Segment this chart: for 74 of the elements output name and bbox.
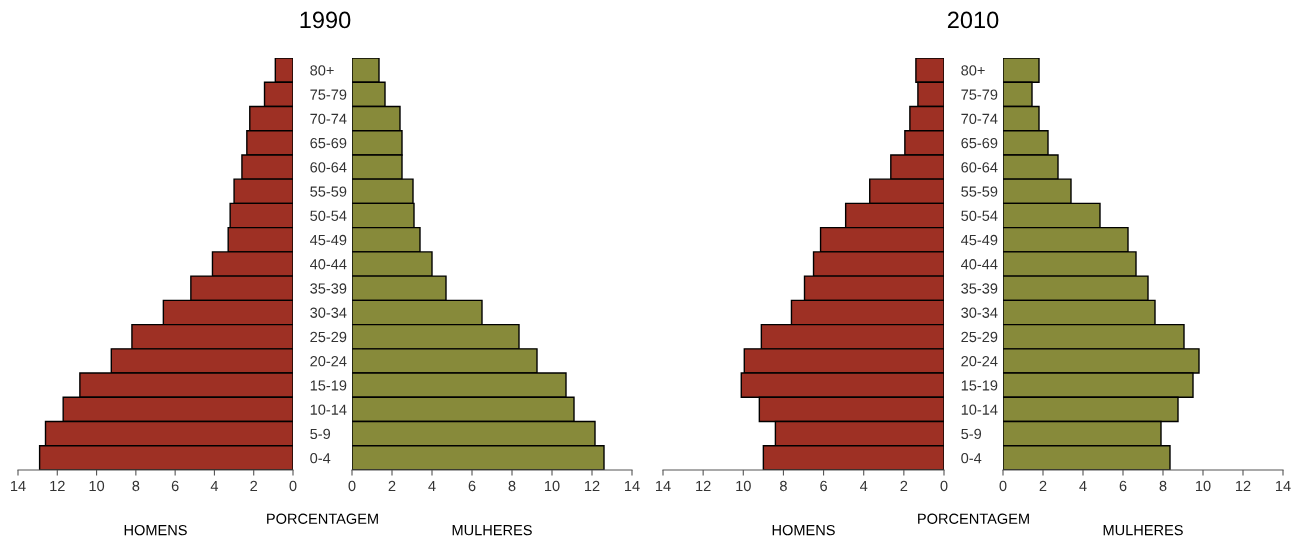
x-tick-label: 12 — [585, 480, 600, 491]
x-tick-label: 6 — [820, 480, 827, 492]
y-tick-label: 55-59 — [961, 186, 998, 197]
x-tick-label: 10 — [89, 480, 105, 492]
x-axis-title: HOMENS — [124, 524, 187, 536]
x-tick-label: 14 — [11, 480, 26, 491]
y-tick-label: 60-64 — [310, 162, 347, 173]
x-tick-label: 4 — [210, 480, 219, 491]
x-axis-title: HOMENS — [772, 524, 835, 536]
y-tick-label: 60-64 — [961, 162, 998, 173]
x-tick-label: 10 — [545, 480, 560, 492]
x-tick-label: 12 — [50, 480, 65, 491]
x-tick-label: 0 — [289, 480, 297, 492]
y-tick-label: 70-74 — [310, 113, 347, 125]
x-tick-label: 12 — [696, 480, 711, 491]
x-tick-label: 0 — [940, 480, 948, 492]
x-tick-label: 14 — [1276, 480, 1291, 491]
x-tick-label: 14 — [625, 480, 640, 491]
x-tick-label: 4 — [859, 480, 868, 491]
y-tick-label: 35-39 — [961, 283, 998, 294]
x-tick-label: 8 — [1159, 480, 1167, 492]
y-tick-label: 75-79 — [961, 89, 998, 100]
y-tick-label: 10-14 — [310, 404, 347, 415]
y-tick-label: 20-24 — [961, 356, 998, 367]
x-tick-label: 8 — [780, 480, 787, 492]
y-tick-label: 15-19 — [310, 380, 347, 391]
y-tick-label: 45-49 — [961, 234, 998, 246]
text: PORCENTAGEM — [267, 513, 378, 524]
y-tick-label: 35-39 — [310, 283, 347, 294]
y-tick-label: 80+ — [961, 65, 985, 76]
x-tick-label: 12 — [1236, 480, 1251, 491]
x-tick-label: 8 — [132, 480, 140, 492]
y-tick-label: 75-79 — [310, 89, 347, 100]
y-tick-label: 65-69 — [961, 137, 998, 149]
y-tick-label: 40-44 — [310, 259, 347, 270]
y-tick-label: 5-9 — [310, 428, 331, 440]
text: PORCENTAGEM — [918, 513, 1029, 524]
x-tick-label: 8 — [508, 480, 516, 492]
x-tick-label: 4 — [1079, 480, 1087, 491]
y-tick-label: 50-54 — [310, 210, 347, 221]
y-tick-label: 40-44 — [961, 259, 998, 270]
y-tick-label: 30-34 — [961, 307, 998, 318]
y-tick-label: 0-4 — [961, 452, 982, 464]
y-tick-label: 55-59 — [310, 186, 347, 197]
x-tick-label: 2 — [900, 480, 908, 491]
y-tick-label: 80+ — [310, 65, 334, 76]
y-tick-label: 30-34 — [310, 307, 347, 318]
chart-title: 2010 — [947, 11, 999, 29]
x-tick-label: 10 — [1196, 480, 1211, 492]
y-tick-label: 0-4 — [310, 452, 331, 464]
x-tick-label: 2 — [250, 480, 258, 491]
x-tick-label: 2 — [1039, 480, 1047, 491]
x-axis-title: MULHERES — [1103, 524, 1183, 536]
x-tick-label: 6 — [468, 480, 476, 492]
y-tick-label: 50-54 — [961, 210, 998, 221]
x-tick-label: 10 — [736, 480, 751, 492]
x-tick-label: 14 — [656, 480, 671, 491]
y-tick-label: 5-9 — [961, 428, 982, 440]
y-tick-label: 25-29 — [310, 331, 347, 343]
y-tick-label: 70-74 — [961, 113, 998, 125]
chart-title: 1990 — [300, 11, 351, 29]
x-tick-label: 0 — [348, 480, 356, 492]
x-tick-label: 4 — [428, 480, 436, 491]
y-tick-label: 10-14 — [961, 404, 998, 415]
x-tick-label: 2 — [388, 480, 396, 491]
x-tick-label: 6 — [1119, 480, 1127, 492]
y-tick-label: 65-69 — [310, 137, 347, 149]
y-tick-label: 20-24 — [310, 356, 347, 367]
y-tick-label: 45-49 — [310, 234, 347, 246]
x-tick-label: 0 — [999, 480, 1007, 492]
y-tick-label: 25-29 — [961, 331, 998, 343]
y-tick-label: 15-19 — [961, 380, 998, 391]
x-tick-label: 6 — [171, 480, 179, 492]
x-axis-title: MULHERES — [452, 524, 532, 536]
